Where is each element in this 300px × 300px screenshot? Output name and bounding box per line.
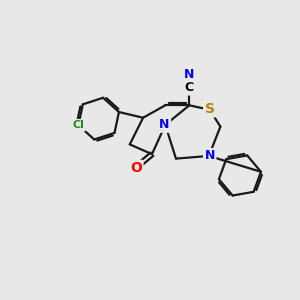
Text: N: N [159, 118, 170, 131]
Text: S: S [205, 102, 215, 116]
Text: O: O [130, 161, 142, 176]
Text: Cl: Cl [72, 120, 84, 130]
Text: C: C [185, 81, 194, 94]
Text: N: N [205, 149, 215, 162]
Text: N: N [184, 68, 194, 81]
